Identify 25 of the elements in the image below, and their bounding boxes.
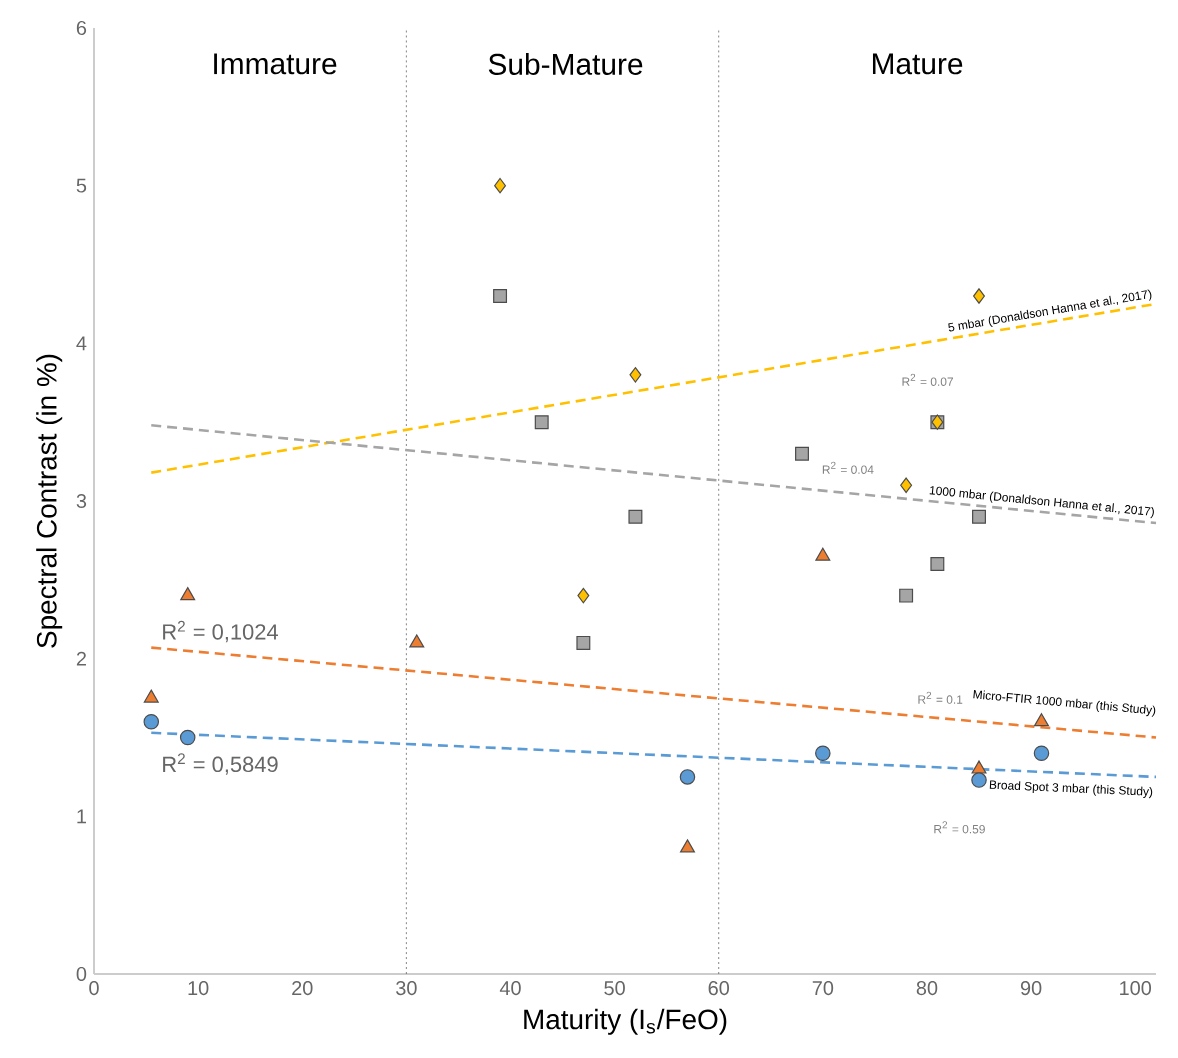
y-tick-label: 1 (77, 809, 86, 824)
x-tick-label: 40 (499, 981, 521, 996)
x-tick-label: 10 (188, 981, 209, 996)
annotation: Mature (872, 53, 963, 75)
x-tick-label: 60 (708, 981, 730, 996)
x-tick-label: 50 (604, 981, 625, 996)
y-axis-title: Spectral Contrast (in %) (36, 354, 63, 648)
y-tick-label: 4 (76, 336, 87, 351)
x-tick-label: 70 (812, 981, 834, 996)
x-axis-title: Maturity (I$_{s}$/FeO) (524, 1008, 727, 1035)
annotation: Sub-Mature (488, 52, 643, 75)
x-tick-label: 100 (1120, 981, 1152, 996)
y-tick-label: 2 (76, 651, 86, 666)
x-tick-label: 80 (916, 981, 938, 996)
x-tick-label: 20 (292, 981, 313, 996)
x-tick-label: 0 (89, 981, 99, 996)
x-tick-label: 30 (396, 981, 417, 996)
y-tick-label: 5 (76, 178, 87, 193)
y-tick-label: 0 (76, 966, 87, 982)
x-tick-label: 90 (1020, 981, 1042, 996)
y-tick-label: 6 (76, 20, 87, 36)
annotation: R$^{2}$ = 0,1024 (163, 620, 278, 643)
annotation: R$^{2}$ = 0,5849 (163, 753, 278, 775)
y-tick-label: 3 (76, 493, 87, 509)
annotation: Immature (214, 53, 337, 75)
